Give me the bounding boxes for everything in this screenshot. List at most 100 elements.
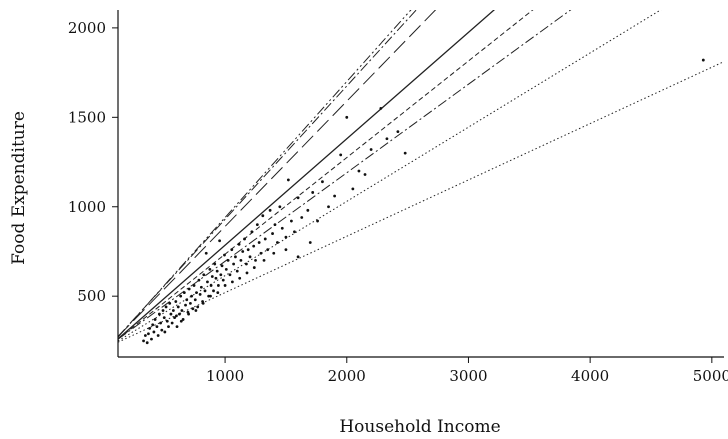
- data-point: [189, 301, 192, 305]
- data-point: [257, 241, 261, 244]
- data-point: [221, 278, 225, 282]
- regression-line-5: [118, 10, 496, 340]
- data-point: [195, 291, 198, 295]
- data-point: [230, 280, 234, 284]
- data-point: [171, 309, 175, 312]
- data-point: [156, 334, 160, 337]
- data-point: [143, 334, 147, 337]
- data-point: [237, 242, 241, 246]
- data-point: [179, 319, 183, 323]
- data-point: [239, 259, 243, 262]
- data-point: [351, 187, 355, 191]
- data-point: [187, 312, 190, 316]
- data-point: [296, 196, 300, 200]
- data-point: [266, 248, 270, 252]
- data-point: [190, 294, 194, 298]
- data-point: [369, 148, 373, 151]
- data-point: [261, 214, 265, 218]
- data-point: [163, 330, 167, 334]
- data-point: [192, 284, 196, 287]
- regression-line-4: [118, 10, 534, 340]
- data-point: [345, 115, 349, 119]
- scatter-points: [142, 58, 705, 345]
- data-point: [245, 271, 249, 275]
- data-point: [268, 208, 272, 212]
- data-point: [339, 153, 343, 157]
- data-point: [161, 309, 165, 312]
- data-point: [155, 325, 159, 328]
- data-point: [184, 303, 187, 307]
- data-point: [203, 289, 207, 293]
- data-point: [271, 232, 274, 235]
- data-point: [145, 341, 149, 345]
- data-point: [321, 180, 324, 184]
- data-point: [235, 269, 239, 273]
- data-point: [212, 289, 215, 293]
- data-point: [241, 250, 245, 253]
- data-point: [333, 194, 337, 198]
- data-point: [300, 216, 304, 219]
- data-point: [246, 248, 250, 252]
- data-point: [276, 241, 279, 244]
- data-point: [311, 191, 315, 194]
- x-tick-label: 4000: [571, 367, 609, 385]
- data-point: [209, 294, 212, 298]
- data-point: [278, 205, 282, 209]
- data-point: [250, 230, 254, 234]
- data-point: [202, 273, 206, 277]
- data-point: [175, 325, 179, 328]
- data-point: [204, 251, 208, 255]
- data-point: [244, 262, 248, 266]
- data-point: [198, 292, 202, 296]
- data-point: [180, 309, 184, 312]
- regression-line-6: [118, 10, 437, 337]
- y-axis-title: Food Expenditure: [9, 111, 29, 265]
- data-point: [170, 321, 174, 325]
- data-point: [243, 237, 246, 241]
- data-point: [296, 255, 300, 259]
- data-point: [228, 273, 232, 277]
- regression-line-7: [118, 10, 417, 337]
- data-point: [147, 332, 150, 336]
- regression-line-1: [118, 61, 724, 343]
- data-point: [223, 284, 227, 287]
- data-point: [199, 285, 203, 289]
- data-point: [194, 309, 198, 312]
- data-point: [175, 314, 178, 318]
- data-point: [210, 275, 214, 278]
- data-point: [219, 273, 223, 277]
- data-point: [209, 284, 213, 287]
- data-point: [182, 291, 186, 295]
- data-point: [259, 251, 263, 255]
- data-point: [255, 223, 259, 227]
- data-point: [187, 287, 191, 291]
- data-point: [148, 326, 152, 330]
- data-point: [284, 235, 288, 239]
- data-point: [216, 284, 220, 287]
- data-point: [701, 58, 705, 62]
- data-point: [396, 130, 400, 134]
- data-point: [272, 251, 276, 255]
- data-point: [224, 267, 228, 271]
- data-point: [238, 276, 242, 280]
- y-tick-label: 1000: [68, 198, 106, 216]
- x-tick-label: 3000: [449, 367, 487, 385]
- data-point: [162, 316, 166, 320]
- data-point: [197, 278, 201, 282]
- data-point: [262, 259, 266, 262]
- data-point: [216, 291, 220, 295]
- data-point: [252, 244, 256, 248]
- data-point: [196, 305, 200, 309]
- regression-line-3: [118, 10, 572, 340]
- data-point: [159, 321, 162, 325]
- data-point: [167, 325, 170, 328]
- data-point: [379, 106, 383, 110]
- data-point: [213, 262, 217, 266]
- data-point: [363, 173, 367, 176]
- data-point: [252, 266, 256, 269]
- y-tick-label: 2000: [68, 19, 106, 37]
- data-point: [176, 305, 180, 309]
- data-point: [153, 318, 157, 321]
- data-point: [220, 264, 224, 268]
